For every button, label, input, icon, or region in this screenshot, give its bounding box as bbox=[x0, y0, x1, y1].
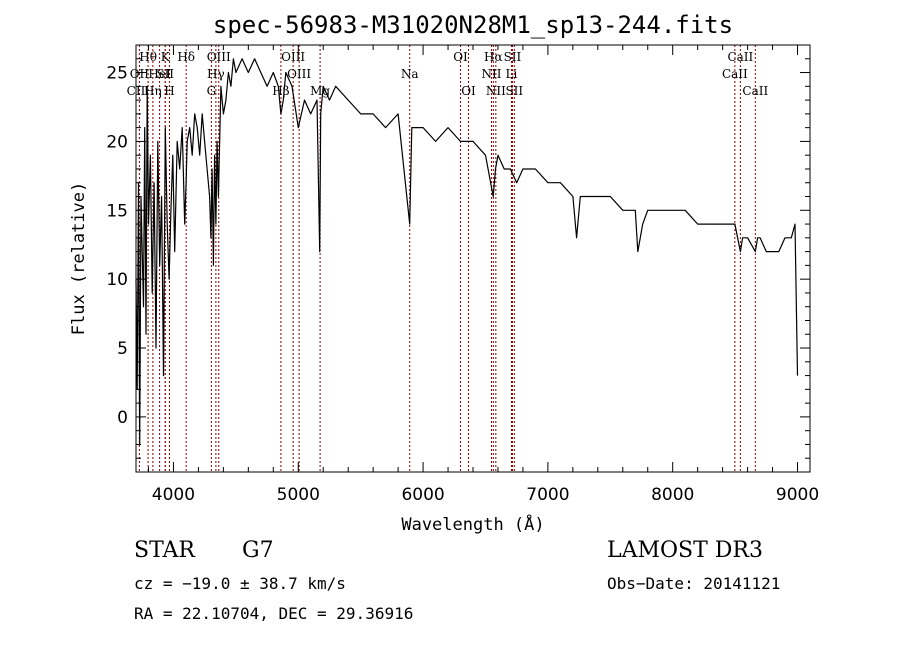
line-label: OIII bbox=[281, 50, 305, 64]
line-label: SII bbox=[505, 84, 523, 98]
y-tick-label: 10 bbox=[106, 270, 128, 290]
line-label: NII bbox=[486, 84, 506, 98]
line-label: OIII bbox=[287, 67, 311, 81]
line-label: K bbox=[161, 50, 171, 64]
line-label: OI bbox=[461, 84, 476, 98]
line-label: SII bbox=[504, 50, 522, 64]
line-label: Hδ bbox=[177, 50, 195, 64]
y-tick-label: 0 bbox=[117, 408, 128, 428]
object-subclass: G7 bbox=[242, 538, 274, 563]
y-tick-label: 5 bbox=[117, 339, 128, 359]
line-label: Li bbox=[506, 67, 518, 81]
line-label: HeI bbox=[148, 67, 171, 81]
obs-date-text: Obs−Date: 20141121 bbox=[607, 574, 781, 593]
line-label: Hθ bbox=[139, 50, 157, 64]
x-tick-label: 5000 bbox=[277, 485, 320, 505]
x-axis-label: Wavelength (Å) bbox=[401, 513, 544, 535]
coordinates-text: RA = 22.10704, DEC = 29.36916 bbox=[134, 604, 414, 623]
line-label: OIII bbox=[207, 50, 231, 64]
object-class: STAR bbox=[134, 538, 195, 563]
line-label: H bbox=[164, 84, 174, 98]
x-tick-label: 6000 bbox=[401, 485, 444, 505]
y-tick-label: 15 bbox=[106, 201, 128, 221]
line-label: G bbox=[207, 84, 217, 98]
line-label: Hγ bbox=[207, 67, 225, 81]
chart-title: spec-56983-M31020N28M1_sp13-244.fits bbox=[213, 11, 733, 39]
line-label: OI bbox=[453, 50, 468, 64]
line-label: CaII bbox=[727, 50, 753, 64]
line-label: SII bbox=[156, 67, 174, 81]
line-label: CII bbox=[127, 84, 146, 98]
spectrum-line bbox=[135, 58, 799, 446]
x-tick-label: 8000 bbox=[651, 485, 694, 505]
line-label: Hα bbox=[484, 50, 503, 64]
line-label: Hη bbox=[144, 84, 162, 98]
line-label: OII bbox=[130, 67, 150, 81]
x-tick-label: 9000 bbox=[776, 485, 819, 505]
survey-name: LAMOST DR3 bbox=[607, 538, 763, 563]
plot-frame bbox=[135, 44, 811, 473]
redshift-text: cz = −19.0 ± 38.7 km/s bbox=[134, 574, 346, 593]
line-label: CaII bbox=[742, 84, 768, 98]
line-label: CaII bbox=[722, 67, 748, 81]
y-axis-label: Flux (relative) bbox=[69, 182, 89, 336]
x-tick-label: 4000 bbox=[152, 485, 195, 505]
y-tick-label: 25 bbox=[106, 64, 128, 84]
line-label: NII bbox=[481, 67, 501, 81]
line-label: Hβ bbox=[272, 84, 289, 98]
line-label: Mg bbox=[310, 84, 330, 98]
y-tick-label: 20 bbox=[106, 132, 128, 152]
x-tick-label: 7000 bbox=[526, 485, 569, 505]
line-label: Na bbox=[401, 67, 419, 81]
